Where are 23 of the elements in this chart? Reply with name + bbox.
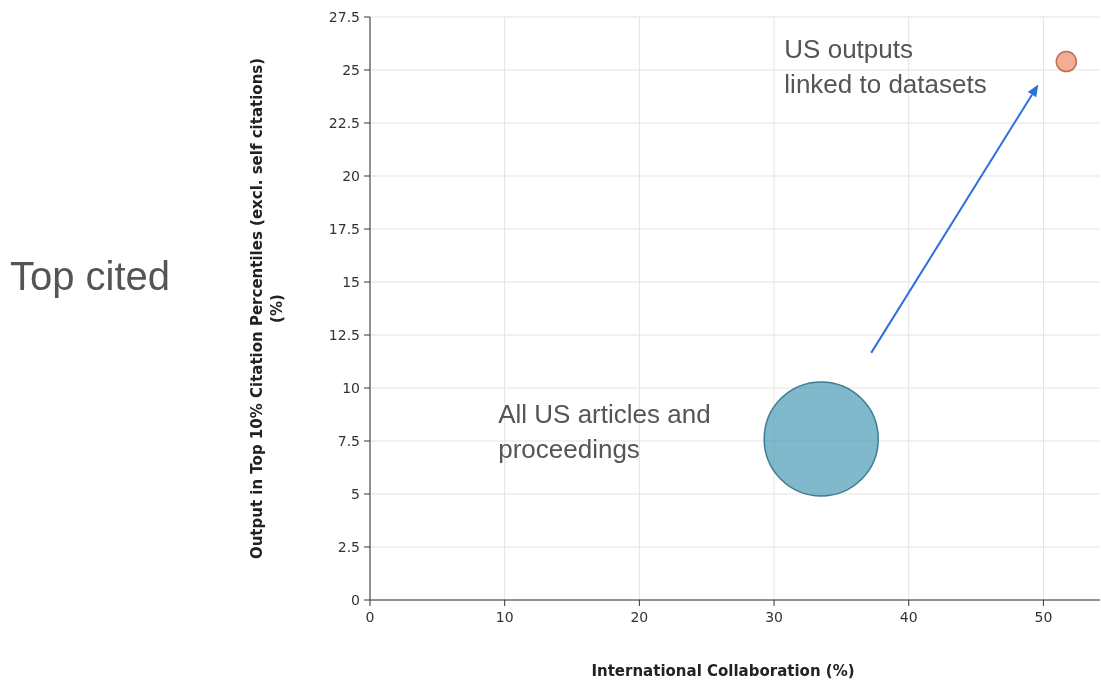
x-tick-label: 30 [765, 609, 783, 625]
y-tick-label: 0 [351, 591, 360, 608]
x-tick-label: 20 [630, 609, 649, 625]
x-tick-label: 40 [899, 609, 918, 625]
y-tick-label: 20 [342, 167, 360, 184]
y-tick-label: 12.5 [328, 326, 360, 343]
annotation: US outputs linked to datasets [784, 33, 987, 100]
y-tick-label: 7.5 [337, 432, 360, 449]
y-tick-label: 5 [351, 485, 360, 502]
y-tick-label: 15 [342, 273, 360, 290]
x-tick-label: 10 [495, 609, 514, 625]
y-tick-label: 2.5 [337, 538, 360, 555]
y-tick-label: 22.5 [328, 114, 360, 131]
y-axis-title: Output in Top 10% Citation Percentiles (excl. self citations) (%) [248, 57, 286, 560]
x-tick-label: 50 [1034, 609, 1053, 625]
text: Top cited [10, 254, 171, 298]
y-tick-label: 25 [342, 61, 360, 78]
y-tick-label: 27.5 [328, 8, 360, 25]
x-tick-label: 0 [365, 609, 375, 625]
x-axis-title: International Collaboration (%) [591, 662, 855, 680]
y-tick-label: 10 [342, 379, 360, 396]
annotation: All US articles and proceedings [498, 399, 711, 465]
y-tick-label: 17.5 [328, 220, 360, 237]
